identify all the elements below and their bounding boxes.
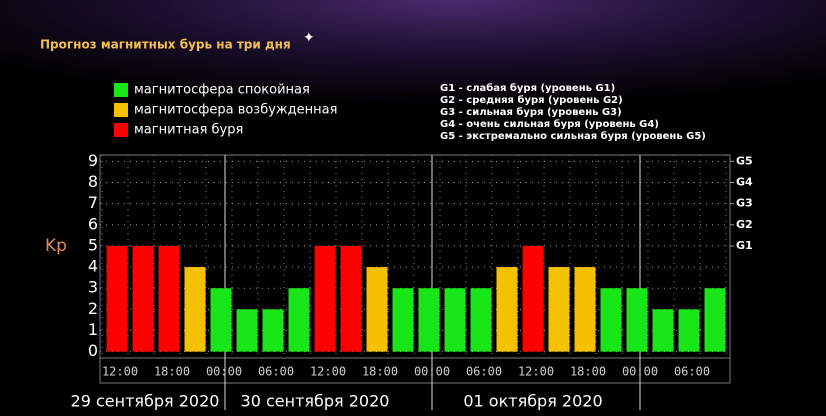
bar xyxy=(704,288,726,352)
storm-note: G1 - слабая буря (уровень G1) xyxy=(440,82,615,94)
x-tick-label: 00:00 xyxy=(622,365,658,379)
star: ✦ xyxy=(303,30,315,46)
bar xyxy=(210,288,232,352)
day-label: 30 сентября 2020 xyxy=(241,392,390,411)
bar xyxy=(340,245,362,352)
x-tick-label: 12:00 xyxy=(102,365,138,379)
bar xyxy=(262,309,284,352)
bar xyxy=(470,288,492,352)
bar xyxy=(158,245,180,352)
bar xyxy=(522,245,544,352)
bar xyxy=(678,309,700,352)
y-tick-label: 1 xyxy=(88,320,98,339)
y2-tick-label: G1 xyxy=(736,239,753,252)
y2-tick-label: G5 xyxy=(736,154,753,167)
bar xyxy=(548,267,570,352)
y-tick-label: 6 xyxy=(88,214,98,233)
y-tick-label: 0 xyxy=(88,341,98,360)
bar xyxy=(366,267,388,352)
bar xyxy=(184,267,206,352)
legend-label: магнитосфера возбужденная xyxy=(134,103,337,118)
bar xyxy=(574,267,596,352)
bar xyxy=(392,288,414,352)
y2-tick-label: G4 xyxy=(736,175,753,188)
y-tick-label: 9 xyxy=(88,151,98,170)
y-tick-label: 3 xyxy=(88,278,98,297)
bar xyxy=(314,245,336,352)
x-tick-label: 06:00 xyxy=(258,365,294,379)
bar xyxy=(288,288,310,352)
plot: магнитосфера спокойная магнитосфера возбу… xyxy=(71,82,754,411)
sky xyxy=(0,0,826,150)
bar xyxy=(132,245,154,352)
storm-note: G4 - очень сильная буря (уровень G4) xyxy=(440,118,659,130)
bar xyxy=(418,288,440,352)
x-tick-label: 00:00 xyxy=(206,365,242,379)
legend-label: магнитная буря xyxy=(134,123,243,138)
bar xyxy=(626,288,648,352)
y-tick-label: 8 xyxy=(88,172,98,191)
y-axis-label: Kp xyxy=(45,236,67,256)
x-tick-label: 12:00 xyxy=(310,365,346,379)
bar xyxy=(600,288,622,352)
y-tick-label: 4 xyxy=(88,257,98,276)
x-tick-label: 12:00 xyxy=(518,365,554,379)
day-label: 01 октября 2020 xyxy=(463,392,602,411)
x-tick-label: 18:00 xyxy=(570,365,606,379)
bar xyxy=(652,309,674,352)
y-tick-label: 7 xyxy=(88,193,98,212)
storm-note: G5 - экстремально сильная буря (уровень … xyxy=(440,130,706,142)
x-tick-label: 06:00 xyxy=(466,365,502,379)
x-axis-frame xyxy=(99,357,731,384)
bar xyxy=(444,288,466,352)
bar xyxy=(496,267,518,352)
legend-swatch xyxy=(114,83,128,97)
legend-swatch xyxy=(114,103,128,117)
x-tick-label: 00:00 xyxy=(414,365,450,379)
x-tick-label: 18:00 xyxy=(362,365,398,379)
x-tick-label: 18:00 xyxy=(154,365,190,379)
bar xyxy=(106,245,128,352)
storm-note: G3 - сильная буря (уровень G3) xyxy=(440,106,622,118)
y-tick-label: 2 xyxy=(88,299,98,318)
legend-swatch xyxy=(114,123,128,137)
chart-title: Прогноз магнитных бурь на три дня xyxy=(40,38,291,52)
bar xyxy=(236,309,258,352)
day-label: 29 сентября 2020 xyxy=(71,392,220,411)
y-tick-label: 5 xyxy=(88,235,98,254)
y2-tick-label: G3 xyxy=(736,197,753,210)
y2-tick-label: G2 xyxy=(736,218,753,231)
storm-note: G2 - средняя буря (уровень G2) xyxy=(440,94,623,106)
legend-label: магнитосфера спокойная xyxy=(134,83,310,98)
x-tick-label: 06:00 xyxy=(674,365,710,379)
